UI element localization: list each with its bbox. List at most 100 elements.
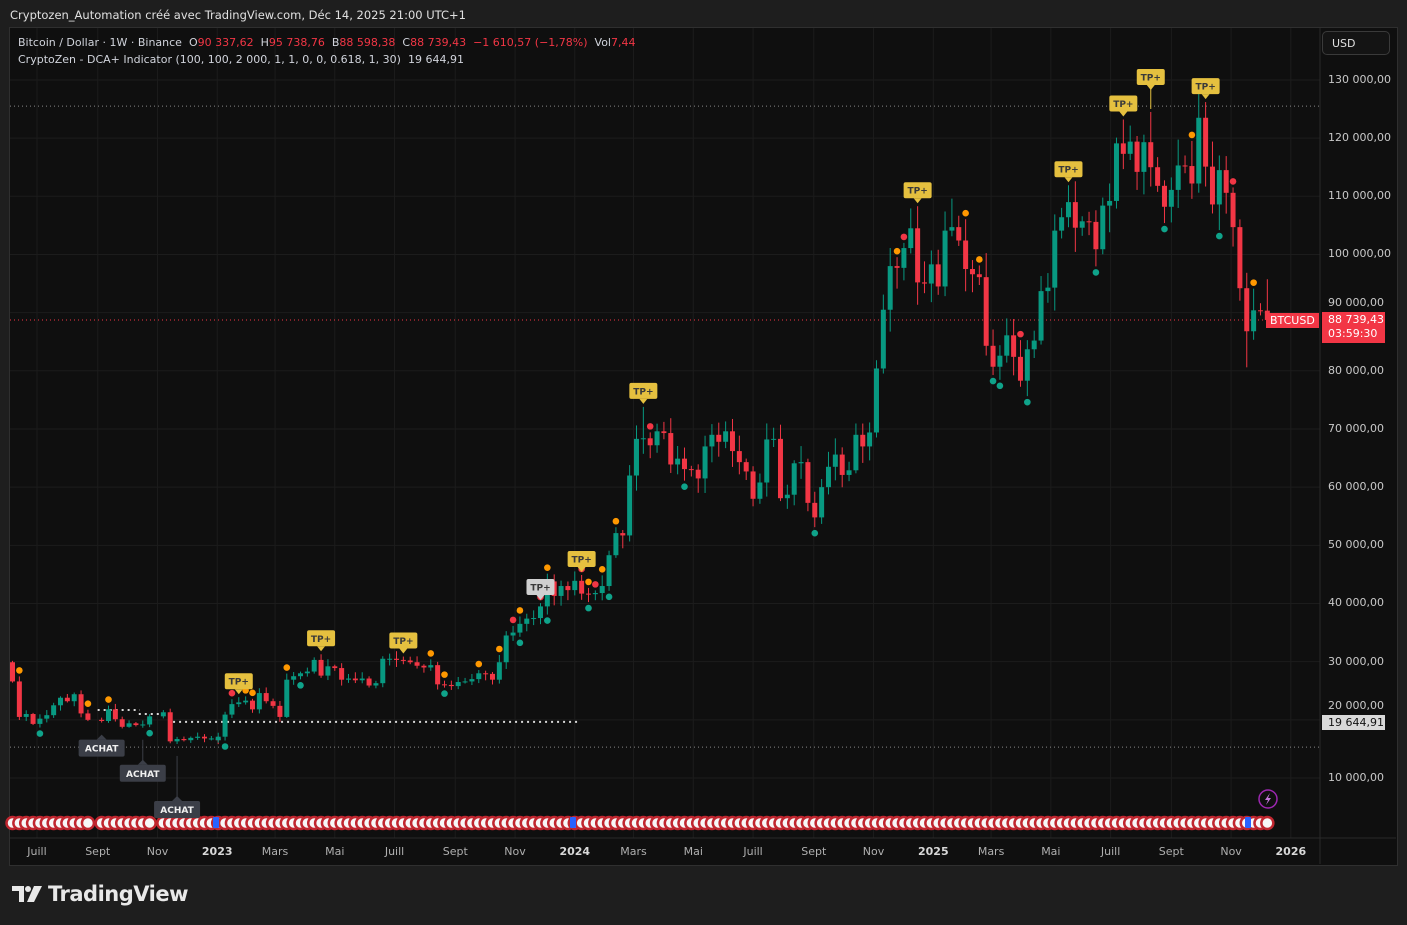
teal-signal-dot <box>36 730 44 737</box>
candle-body <box>620 533 626 536</box>
candle <box>784 484 790 509</box>
candle-body <box>613 533 619 556</box>
candle-body <box>297 673 303 677</box>
candle <box>592 590 598 601</box>
earnings-event-icon[interactable] <box>570 817 576 828</box>
indicator-name[interactable]: CryptoZen - DCA+ Indicator (100, 100, 2 … <box>18 53 401 66</box>
teal-signal-dot <box>1216 232 1223 240</box>
candle-body <box>105 709 111 721</box>
orange-signal-dot <box>598 566 606 573</box>
candle-body <box>592 593 598 595</box>
candle <box>284 673 290 718</box>
candle <box>860 423 866 463</box>
candle <box>771 427 777 448</box>
candle <box>236 697 242 707</box>
candle <box>668 418 674 473</box>
candle <box>462 677 468 684</box>
candle-body <box>990 345 996 367</box>
candle-body <box>1189 166 1195 184</box>
red-signal-dot <box>1229 178 1237 185</box>
candle-body <box>963 240 969 270</box>
price-tick: 10 000,00 <box>1328 771 1384 784</box>
candle <box>908 208 914 254</box>
candle <box>935 249 941 295</box>
candle <box>51 702 57 718</box>
candle-body <box>709 434 715 447</box>
candle-body <box>517 623 523 633</box>
orange-signal-dot <box>1188 131 1196 139</box>
candle <box>421 664 427 673</box>
candle <box>613 527 619 558</box>
symbol-name[interactable]: Bitcoin / Dollar · 1W · Binance <box>18 36 182 49</box>
indicator-legend: CryptoZen - DCA+ Indicator (100, 100, 2 … <box>18 53 464 66</box>
candle-body <box>462 681 468 683</box>
candle <box>997 345 1003 380</box>
economic-event-icon[interactable] <box>142 815 157 831</box>
candle-body <box>195 736 201 738</box>
candle-body <box>256 693 262 710</box>
candle <box>16 676 22 720</box>
orange-signal-dot <box>544 564 551 571</box>
candle-body <box>243 700 249 703</box>
candle <box>1257 303 1263 316</box>
time-tick: Nov <box>1220 845 1242 858</box>
candle <box>1175 139 1181 208</box>
signal-dots <box>16 131 1257 750</box>
candle <box>681 447 687 481</box>
candle-body <box>174 739 180 742</box>
candle-body <box>681 458 687 470</box>
last-price-tag: 88 739,43 03:59:30 <box>1322 312 1385 343</box>
candle-body <box>85 713 91 720</box>
candle <box>873 360 879 438</box>
lightning-icon[interactable] <box>1258 789 1278 809</box>
candle-body <box>400 659 406 661</box>
tradingview-logo[interactable]: TradingView <box>12 882 188 906</box>
candle-body <box>1004 335 1010 356</box>
candle-body <box>366 678 372 686</box>
candle-body <box>1011 335 1017 357</box>
candle-body <box>716 434 722 442</box>
candle <box>469 673 475 686</box>
currency-button[interactable]: USD <box>1322 31 1390 55</box>
earnings-event-icon[interactable] <box>1245 817 1251 828</box>
candle <box>620 529 626 549</box>
candle-body <box>133 723 139 726</box>
candle <box>428 659 434 671</box>
candle-body <box>215 736 221 741</box>
candle-body <box>496 662 502 680</box>
candle <box>880 294 886 374</box>
candle-body <box>750 471 756 499</box>
candle-body <box>1175 165 1181 190</box>
candle-body <box>969 269 975 275</box>
candle <box>805 458 811 512</box>
candle <box>969 260 975 293</box>
candle <box>44 710 50 723</box>
candle <box>901 242 907 281</box>
candle <box>688 465 694 477</box>
candle <box>846 461 852 482</box>
volume-label: Vol <box>594 36 611 49</box>
candle <box>503 631 509 669</box>
candle-body <box>764 439 770 483</box>
candle-body <box>1107 200 1113 206</box>
candle-body <box>723 431 729 442</box>
time-tick: Sept <box>442 845 468 858</box>
candle <box>887 248 893 332</box>
candle-body <box>339 668 345 680</box>
candle <box>256 688 262 714</box>
candle-body <box>1045 287 1051 292</box>
candle-body <box>1203 117 1209 167</box>
economic-event-icon[interactable] <box>80 815 96 831</box>
symbol-legend: Bitcoin / Dollar · 1W · Binance O90 337,… <box>18 36 636 49</box>
candle <box>579 575 585 600</box>
economic-event-icon[interactable] <box>1260 815 1275 831</box>
candle <box>894 257 900 289</box>
candle-body <box>976 274 982 278</box>
indicator-value: 19 644,91 <box>407 53 464 66</box>
earnings-event-icon[interactable] <box>213 817 219 828</box>
candle-body <box>832 454 838 467</box>
candle-body <box>167 712 173 742</box>
candle-body <box>928 264 934 284</box>
orange-signal-dot <box>249 689 256 697</box>
